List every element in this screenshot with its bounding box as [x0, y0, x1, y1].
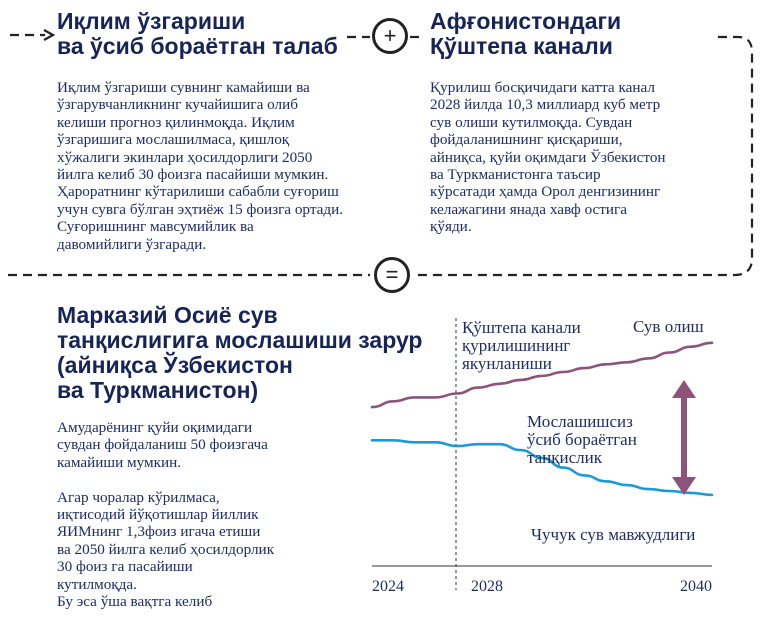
- right-panel-body: Қурилиш босқичидаги катта канал 2028 йил…: [430, 79, 666, 236]
- gap-arrow-shaft: [681, 396, 687, 478]
- marker-label-line: Қўштепа канали: [462, 318, 581, 337]
- right-body-line: қўяди.: [430, 218, 472, 236]
- right-body-line: келажагини янада хавф остига: [430, 200, 628, 218]
- left-body-line: хўжалиги экинлари ҳосилдорлиги 2050: [57, 148, 313, 166]
- water-withdrawal-line: [370, 341, 714, 409]
- entry-arrow-head: [43, 29, 56, 41]
- left-body-line: Иқлим ўзгариши сувнинг камайиши ва: [57, 79, 310, 96]
- left-body-line: йилга келиб 30 фоизга пасайиши мумкин.: [57, 166, 329, 184]
- x-tick-label-2028: 2028: [471, 578, 503, 595]
- gap-arrow-down-head: [672, 477, 696, 495]
- equals-symbol: =: [385, 262, 399, 287]
- marker-label-line: қурилишининг: [462, 336, 571, 355]
- bottom-body-line: иқтисодий йўқотишлар йиллик: [57, 506, 259, 524]
- series-layer: [370, 341, 714, 497]
- series-label-withdrawal: Сув олиш: [633, 317, 704, 336]
- left-body-line: ўзгарувчанликнинг кучайишига олиб: [57, 96, 298, 114]
- bottom-body-line: Амударёнинг қуйи оқимидаги: [57, 419, 253, 436]
- bottom-title-line: (айниқса Ўзбекистон: [57, 352, 293, 378]
- gap-arrow: [672, 380, 696, 495]
- bottom-panel-title: Марказий Осиё сув танқислигига мослашиши…: [57, 303, 422, 403]
- right-body-line: 2028 йилда 10,3 миллиард куб метр: [430, 96, 661, 114]
- left-body-line: Ҳароратнинг кўтарилиши сабабли суғориш: [57, 183, 339, 201]
- right-body-line: ва Туркманистонга таъсир: [430, 166, 601, 184]
- bottom-body-line: камайиши мумкин.: [57, 453, 182, 471]
- gap-label-line: ўсиб бораётган: [527, 430, 637, 449]
- right-body-line: фойдаланишнинг қисқариши,: [430, 131, 623, 149]
- bottom-body-line: ЯИМнинг 1,3фоиз игача етиши: [57, 523, 261, 541]
- right-body-line: айниқса, қуйи оқимдаги Ўзбекистон: [430, 148, 666, 166]
- gap-arrow-up-head: [672, 380, 696, 398]
- left-body-line: ўзгаришига мослашилмаса, қишлоқ: [57, 131, 290, 149]
- left-body-line: учун сувга бўлган эҳтиёж 15 фоизга ортад…: [57, 200, 344, 218]
- right-body-line: кўрсатади ҳамда Орол денгизининг: [430, 183, 661, 201]
- left-body-line: келиши прогноз қилинмоқда. Иқлим: [57, 113, 295, 131]
- bottom-body-line: сувдан фойдаланиш 50 фоизгача: [57, 436, 268, 454]
- gap-label: Мослашишсиз ўсиб бораётган танқислик: [527, 413, 637, 467]
- left-title-line-2: ва ўсиб бораётган талаб: [57, 33, 338, 59]
- x-tick-label-2024: 2024: [372, 578, 404, 595]
- gap-label-line: Мослашишсиз: [527, 412, 633, 431]
- right-body-line: сув олиши кутилмоқда. Сувдан: [430, 113, 633, 131]
- left-title-line-1: Иқлим ўзгариши: [57, 8, 246, 34]
- series-label-availability: Чучук сув мавжудлиги: [531, 525, 696, 544]
- right-panel-title: Афғонистондаги Қўштепа канали: [430, 9, 621, 59]
- left-body-line: Суғоришнинг мавсумийлик ва: [57, 218, 254, 236]
- bottom-body-line: 30 фоиз га пасайиши: [57, 558, 193, 576]
- bottom-body-line: Агар чоралар кўрилмаса,: [57, 488, 220, 506]
- bottom-title-line: танқислигига мослашиши зарур: [57, 327, 423, 353]
- bottom-body-line: ва 2050 йилга келиб ҳосилдорлик: [57, 540, 275, 558]
- bottom-title-line: Марказий Осиё сув: [57, 302, 278, 328]
- bottom-body-line: кутилмоқда.: [57, 575, 137, 593]
- plus-symbol: +: [383, 23, 397, 48]
- left-panel-title: Иқлим ўзгариши ва ўсиб бораётган талаб: [57, 9, 338, 59]
- marker-label-line: якунланиши: [462, 354, 552, 373]
- x-tick-label-2040: 2040: [680, 578, 712, 595]
- bottom-body-line: Бу эса ўша вақтга келиб: [57, 593, 213, 611]
- gap-label-line: танқислик: [527, 448, 603, 467]
- right-title-line-1: Афғонистондаги: [430, 8, 622, 34]
- freshwater-availability-line: [370, 438, 714, 497]
- plus-circle-icon: +: [372, 18, 408, 54]
- bottom-panel-body: Амударёнинг қуйи оқимидаги сувдан фойдал…: [57, 419, 274, 610]
- bottom-title-line: ва Туркманистон): [57, 377, 259, 403]
- left-panel-body: Иқлим ўзгариши сувнинг камайиши ва ўзгар…: [57, 79, 343, 253]
- right-title-line-2: Қўштепа канали: [430, 33, 613, 59]
- left-body-line: давомийлиги ўзгаради.: [57, 235, 207, 253]
- marker-label: Қўштепа канали қурилишининг якунланиши: [462, 319, 581, 373]
- tick-layer: 2024 2028 2040: [372, 578, 712, 595]
- equals-circle-icon: =: [374, 257, 410, 293]
- right-body-line: Қурилиш босқичидаги катта канал: [430, 79, 655, 96]
